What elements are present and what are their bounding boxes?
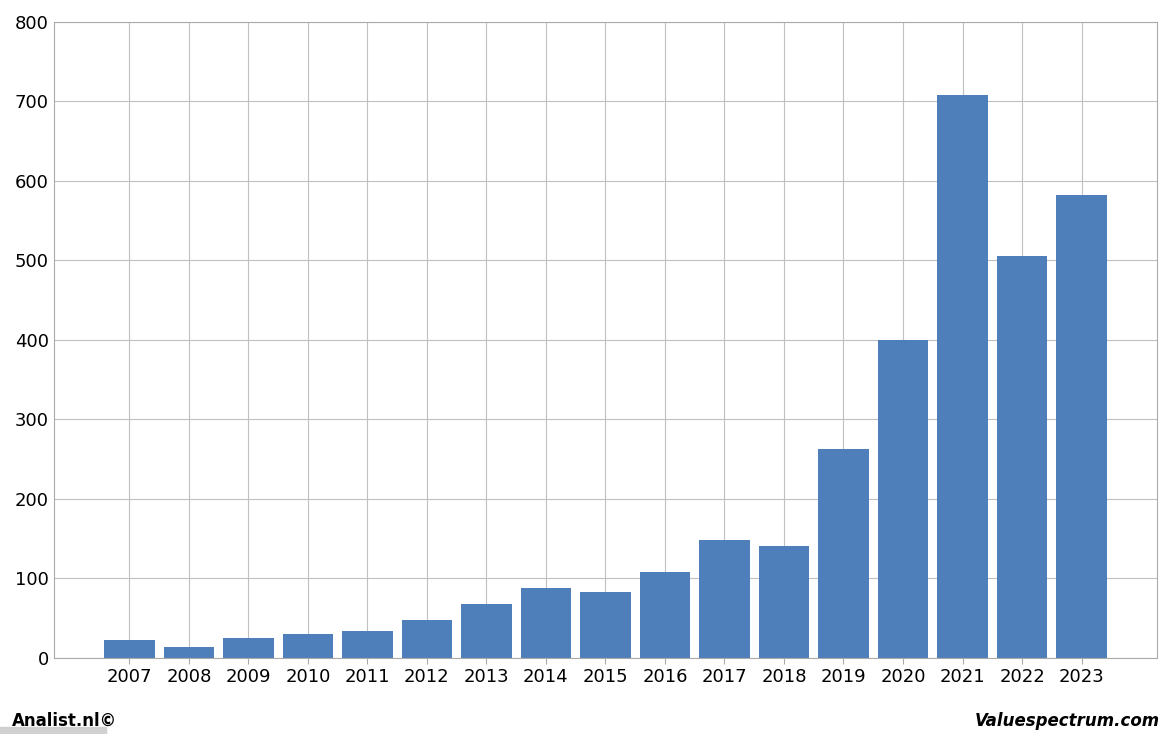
Bar xyxy=(104,640,155,658)
Bar xyxy=(878,340,928,658)
Bar xyxy=(758,546,810,658)
Bar xyxy=(580,592,631,658)
Bar xyxy=(282,633,333,658)
Bar xyxy=(996,256,1048,658)
Bar xyxy=(164,647,214,658)
Bar xyxy=(461,604,512,658)
Bar xyxy=(818,448,868,658)
Bar xyxy=(640,572,690,658)
Text: Analist.nl©: Analist.nl© xyxy=(12,712,117,730)
Text: Valuespectrum.com: Valuespectrum.com xyxy=(975,712,1160,730)
Bar xyxy=(1056,195,1106,658)
Bar xyxy=(700,540,750,658)
Bar xyxy=(520,588,571,658)
Bar xyxy=(342,631,393,658)
Bar xyxy=(938,95,988,658)
Bar xyxy=(223,638,273,658)
Bar xyxy=(402,620,452,658)
